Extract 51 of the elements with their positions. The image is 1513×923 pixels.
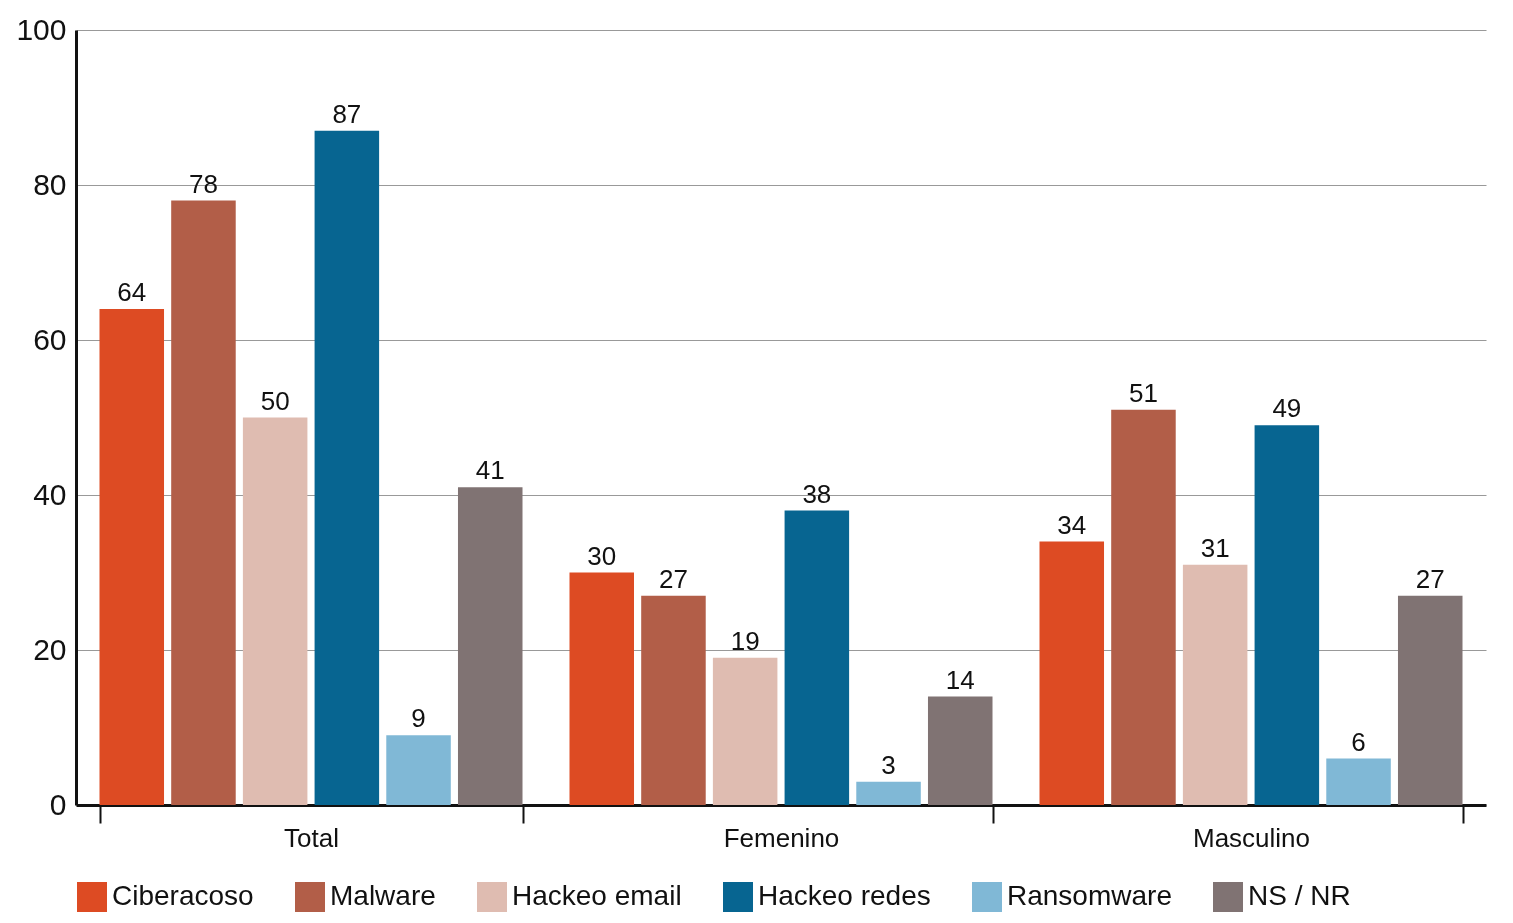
bar (856, 781, 921, 805)
legend-label: Hackeo redes (758, 880, 931, 911)
data-label: 87 (332, 98, 362, 129)
data-label: 31 (1200, 532, 1230, 563)
y-tick-label: 80 (33, 167, 67, 201)
data-label: 34 (1057, 509, 1087, 540)
data-label: 38 (802, 478, 832, 509)
bar (641, 595, 706, 805)
bar (784, 510, 850, 805)
y-tick-label: 60 (33, 322, 67, 356)
x-tick-label: Masculino (1192, 822, 1311, 853)
bar (457, 487, 523, 805)
data-label: 9 (411, 703, 426, 734)
bar (1397, 595, 1463, 805)
data-label: 78 (189, 168, 218, 199)
data-label: 27 (659, 563, 688, 594)
bar (1039, 541, 1105, 805)
y-tick-label: 20 (33, 632, 67, 666)
bar (99, 309, 165, 805)
legend-label: NS / NR (1248, 880, 1351, 911)
data-label: 50 (260, 385, 290, 416)
legend-label: Hackeo email (512, 880, 682, 911)
bar (171, 200, 236, 805)
bar (386, 735, 451, 805)
data-label: 6 (1351, 726, 1366, 757)
legend-label: Ciberacoso (112, 880, 254, 911)
bar (242, 417, 308, 805)
y-tick-label: 40 (33, 477, 67, 511)
x-tick-label: Total (284, 822, 339, 853)
bar (569, 572, 635, 805)
bar (712, 657, 778, 805)
data-label: 49 (1272, 393, 1302, 424)
bar (1111, 409, 1176, 805)
bar (1326, 758, 1391, 805)
data-label: 19 (730, 625, 760, 656)
data-label: 14 (945, 664, 975, 695)
bar (1254, 425, 1320, 805)
data-label: 41 (475, 455, 505, 486)
bar (314, 130, 380, 805)
legend-label: Malware (330, 880, 436, 911)
data-label: 64 (117, 277, 147, 307)
data-label: 3 (881, 749, 896, 780)
bar (927, 696, 993, 805)
data-label: 27 (1415, 563, 1445, 594)
data-label: 30 (587, 540, 617, 571)
x-tick-label: Femenino (723, 822, 840, 853)
y-tick-label: 100 (16, 12, 67, 46)
bar (1182, 564, 1248, 805)
y-tick-label: 0 (49, 787, 67, 821)
data-label: 51 (1129, 377, 1158, 408)
legend-label: Ransomware (1007, 880, 1172, 911)
